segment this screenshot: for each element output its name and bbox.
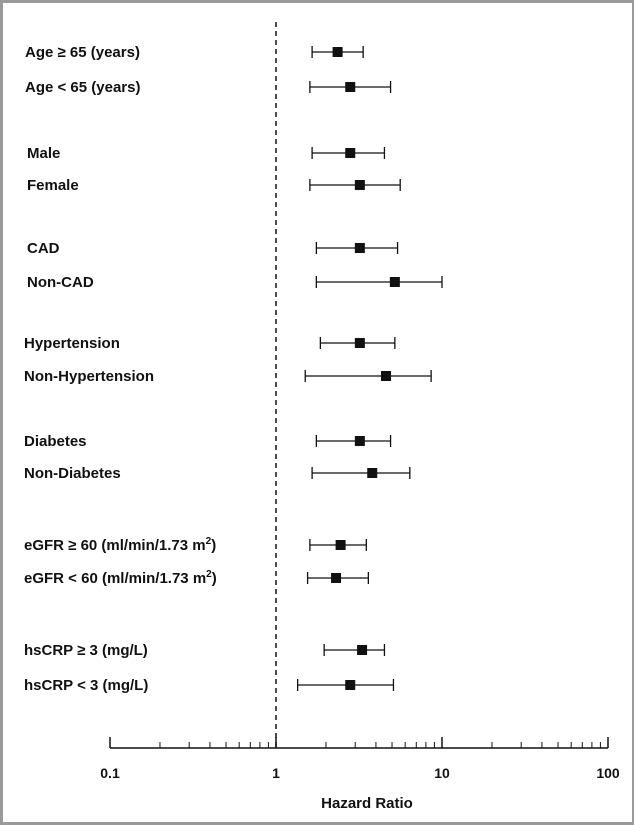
- row-label-end: ): [212, 570, 217, 587]
- hazard-ratio-marker: [354, 338, 365, 348]
- x-tick-label: 10: [434, 765, 450, 781]
- forest-row: hsCRP ≥ 3 (mg/L): [24, 642, 386, 659]
- x-tick-label: 100: [596, 765, 620, 781]
- row-label-text: Age < 65 (years): [25, 79, 140, 96]
- hazard-ratio-marker: [345, 148, 356, 158]
- row-label-text: Non-Diabetes: [24, 465, 121, 482]
- row-label: Non-Diabetes: [24, 465, 121, 482]
- row-label: Hypertension: [24, 335, 120, 352]
- row-label-text: hsCRP < 3 (mg/L): [24, 677, 148, 694]
- row-label: Non-Hypertension: [24, 368, 154, 385]
- forest-row: Non-Hypertension: [24, 368, 432, 385]
- forest-row: Female: [27, 177, 401, 194]
- x-tick-label: 1: [272, 765, 280, 781]
- x-tick-label: 0.1: [100, 765, 120, 781]
- row-label-text: Male: [27, 145, 60, 162]
- row-label: Non-CAD: [27, 274, 94, 291]
- row-label-text: eGFR < 60 (ml/min/1.73 m: [24, 570, 206, 587]
- forest-row: Non-CAD: [27, 274, 443, 291]
- row-label-text: CAD: [27, 240, 60, 257]
- row-label: Male: [27, 145, 60, 162]
- hazard-ratio-marker: [354, 180, 365, 190]
- row-label-text: Age ≥ 65 (years): [25, 44, 140, 61]
- row-label-text: hsCRP ≥ 3 (mg/L): [24, 642, 148, 659]
- hazard-ratio-marker: [357, 645, 368, 655]
- x-axis: 0.1 1 10 100: [100, 737, 620, 781]
- forest-row: Non-Diabetes: [24, 465, 411, 482]
- row-label: Female: [27, 177, 79, 194]
- x-axis-title: Hazard Ratio: [321, 795, 413, 812]
- row-label: Age ≥ 65 (years): [25, 44, 140, 61]
- row-label-text: Non-Hypertension: [24, 368, 154, 385]
- row-label-superscript: 2: [206, 536, 212, 547]
- hazard-ratio-marker: [381, 371, 392, 381]
- hazard-ratio-marker: [354, 436, 365, 446]
- hazard-ratio-marker: [367, 468, 378, 478]
- forest-row: CAD: [27, 240, 399, 257]
- row-label-text: Female: [27, 177, 79, 194]
- row-label-text: Hypertension: [24, 335, 120, 352]
- row-label: Age < 65 (years): [25, 79, 140, 96]
- hazard-ratio-marker: [345, 82, 356, 92]
- row-label: Diabetes: [24, 433, 87, 450]
- forest-row: hsCRP < 3 (mg/L): [24, 677, 395, 694]
- hazard-ratio-marker: [331, 573, 342, 583]
- row-label-end: ): [211, 537, 216, 554]
- forest-row: Age ≥ 65 (years): [25, 44, 364, 61]
- forest-row: Age < 65 (years): [25, 79, 392, 96]
- hazard-ratio-marker: [335, 540, 346, 550]
- row-label-text: Diabetes: [24, 433, 87, 450]
- hazard-ratio-marker: [354, 243, 365, 253]
- forest-row: Hypertension: [24, 335, 396, 352]
- row-label: eGFR < 60 (ml/min/1.73 m2): [24, 569, 217, 587]
- forest-row: eGFR ≥ 60 (ml/min/1.73 m2): [24, 536, 367, 554]
- hazard-ratio-marker: [332, 47, 343, 57]
- row-label: eGFR ≥ 60 (ml/min/1.73 m2): [24, 536, 216, 554]
- row-label-text: Non-CAD: [27, 274, 94, 291]
- forest-row: Diabetes: [24, 433, 392, 450]
- hazard-ratio-marker: [389, 277, 400, 287]
- row-label: hsCRP ≥ 3 (mg/L): [24, 642, 148, 659]
- row-label-superscript: 2: [206, 569, 212, 580]
- row-label: CAD: [27, 240, 60, 257]
- hazard-ratio-marker: [345, 680, 356, 690]
- forest-row: Male: [27, 145, 386, 162]
- row-label: hsCRP < 3 (mg/L): [24, 677, 148, 694]
- row-label-text: eGFR ≥ 60 (ml/min/1.73 m: [24, 537, 206, 554]
- forest-rows: Age ≥ 65 (years) Age < 65 (years) Male Fema…: [24, 44, 443, 694]
- forest-row: eGFR < 60 (ml/min/1.73 m2): [24, 569, 369, 587]
